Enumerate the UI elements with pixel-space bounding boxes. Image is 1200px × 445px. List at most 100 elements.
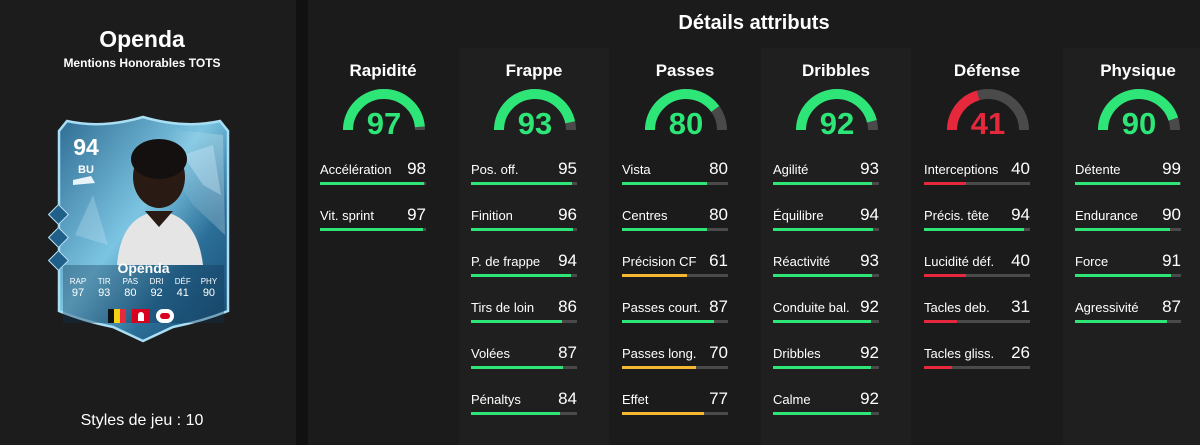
playstyles-count: Styles de jeu : 10 bbox=[80, 412, 204, 429]
card-position: BU bbox=[78, 164, 94, 176]
stat-row-force: Force 91 bbox=[1075, 251, 1181, 284]
stat-bar bbox=[622, 412, 728, 415]
stat-row-tacles-gliss: Tacles gliss. 26 bbox=[924, 343, 1030, 376]
stat-bar-fill bbox=[471, 228, 573, 231]
stat-value: 98 bbox=[407, 159, 426, 178]
playstyle-plus-icon bbox=[47, 226, 70, 249]
stat-row-endurance: Endurance 90 bbox=[1075, 205, 1181, 238]
stat-bar bbox=[320, 228, 426, 231]
stat-row-precis-tete: Précis. tête 94 bbox=[924, 205, 1030, 238]
stat-bar-fill bbox=[471, 412, 561, 415]
stat-label: Conduite bal. bbox=[773, 300, 850, 315]
stat-bar-fill bbox=[622, 320, 715, 323]
stat-bar-fill bbox=[320, 182, 424, 185]
stat-bar-fill bbox=[773, 182, 872, 185]
stat-label: Vit. sprint bbox=[320, 208, 374, 223]
stat-bar-fill bbox=[471, 366, 564, 369]
stat-bar-fill bbox=[622, 366, 697, 369]
stat-value: 94 bbox=[1011, 205, 1030, 224]
gauge-value: 90 bbox=[1121, 106, 1157, 141]
attribute-column-rapidite: Rapidité 97 Accélération 98 Vit. sprint 97 bbox=[308, 48, 458, 445]
stat-bar bbox=[773, 182, 879, 185]
stat-bar bbox=[773, 320, 879, 323]
stat-bar bbox=[773, 274, 879, 277]
stat-value: 96 bbox=[558, 205, 577, 224]
stat-bar bbox=[622, 182, 728, 185]
gauge-fill bbox=[343, 89, 425, 131]
stat-bar-fill bbox=[773, 366, 871, 369]
stat-bar-fill bbox=[773, 412, 871, 415]
stat-row-dribbles: Dribbles 92 bbox=[773, 343, 879, 376]
stat-label: Endurance bbox=[1075, 208, 1138, 223]
belgium-flag-icon bbox=[108, 309, 126, 323]
stat-value: 40 bbox=[1011, 251, 1030, 270]
stat-label: Centres bbox=[622, 208, 668, 223]
stat-value: 94 bbox=[860, 205, 879, 224]
attribute-column-defense: Défense 41 Interceptions 40 Précis. tête 94 Lu… bbox=[912, 48, 1062, 445]
stat-bar-fill bbox=[622, 182, 707, 185]
stat-row-p-de-frappe: P. de frappe 94 bbox=[471, 251, 577, 284]
stat-bar-fill bbox=[773, 228, 873, 231]
stat-bar-fill bbox=[924, 366, 952, 369]
stat-row-vista: Vista 80 bbox=[622, 159, 728, 192]
stat-row-tirs-de-loin: Tirs de loin 86 bbox=[471, 297, 577, 330]
stat-label: Passes court. bbox=[622, 300, 701, 315]
stat-row-acceleration: Accélération 98 bbox=[320, 159, 426, 192]
stat-row-passes-court: Passes court. 87 bbox=[622, 297, 728, 330]
card-stat-def: DÉF 41 bbox=[174, 277, 191, 299]
card-stat-tir: TIR 93 bbox=[97, 277, 111, 299]
playstyle-icons bbox=[47, 203, 70, 272]
rating-gauge bbox=[1098, 89, 1180, 131]
stat-row-lucidite-def: Lucidité déf. 40 bbox=[924, 251, 1030, 284]
stat-bar-fill bbox=[773, 274, 872, 277]
stat-row-interceptions: Interceptions 40 bbox=[924, 159, 1030, 192]
stat-bar bbox=[773, 228, 879, 231]
stat-bar-fill bbox=[622, 228, 707, 231]
stat-value: 94 bbox=[558, 251, 577, 270]
stat-value: 61 bbox=[709, 251, 728, 270]
stat-value: 97 bbox=[407, 205, 426, 224]
stat-bar bbox=[622, 320, 728, 323]
stat-label: Précision CF bbox=[622, 254, 697, 269]
stat-value: 95 bbox=[558, 159, 577, 178]
stat-bar-fill bbox=[1075, 182, 1180, 185]
card-name: Openda bbox=[117, 260, 170, 276]
gauge-value: 41 bbox=[970, 106, 1006, 141]
stat-bar-fill bbox=[471, 320, 563, 323]
gauge-fill bbox=[645, 89, 727, 131]
stat-bar-fill bbox=[924, 274, 967, 277]
stat-bar bbox=[1075, 274, 1181, 277]
stat-label: Calme bbox=[773, 392, 811, 407]
stat-value: 87 bbox=[1162, 297, 1181, 316]
stat-label: Volées bbox=[471, 346, 511, 361]
stat-row-equilibre: Équilibre 94 bbox=[773, 205, 879, 238]
stat-value: 91 bbox=[1162, 251, 1181, 270]
stat-bar-fill bbox=[924, 228, 1024, 231]
rating-gauge bbox=[947, 89, 1029, 131]
attribute-column-physique: Physique 90 Détente 99 Endurance 90 Force 91 Agr… bbox=[1063, 48, 1200, 445]
attribute-details-panel: Détails attributs Rapidité 97 Accélération… bbox=[308, 0, 1200, 445]
playstyle-plus-icon bbox=[47, 203, 70, 226]
player-panel: Openda Mentions Honorables TOTS bbox=[0, 0, 296, 445]
card-badges bbox=[108, 309, 174, 323]
column-title: Frappe bbox=[505, 61, 563, 80]
stat-bar bbox=[622, 228, 728, 231]
gauge-value: 92 bbox=[819, 106, 855, 141]
stat-bar-fill bbox=[924, 320, 957, 323]
stat-row-detente: Détente 99 bbox=[1075, 159, 1181, 192]
stat-label: Accélération bbox=[320, 162, 392, 177]
details-title: Détails attributs bbox=[678, 12, 830, 34]
stat-bar-fill bbox=[471, 182, 572, 185]
stat-bar-fill bbox=[1075, 228, 1171, 231]
stat-bar bbox=[924, 366, 1030, 369]
card-rating: 94 bbox=[73, 134, 99, 160]
gauge-value: 80 bbox=[668, 106, 704, 141]
stat-value: 77 bbox=[709, 389, 728, 408]
player-card[interactable]: 94 BU Openda RAP 97 TIR 93 PAS 80 DRI 92 DÉF… bbox=[47, 115, 234, 343]
gauge-fill bbox=[1098, 89, 1180, 131]
stat-label: P. de frappe bbox=[471, 254, 541, 269]
stat-bar bbox=[1075, 228, 1181, 231]
stat-bar bbox=[924, 320, 1030, 323]
stat-value: 70 bbox=[709, 343, 728, 362]
stat-bar-fill bbox=[773, 320, 871, 323]
